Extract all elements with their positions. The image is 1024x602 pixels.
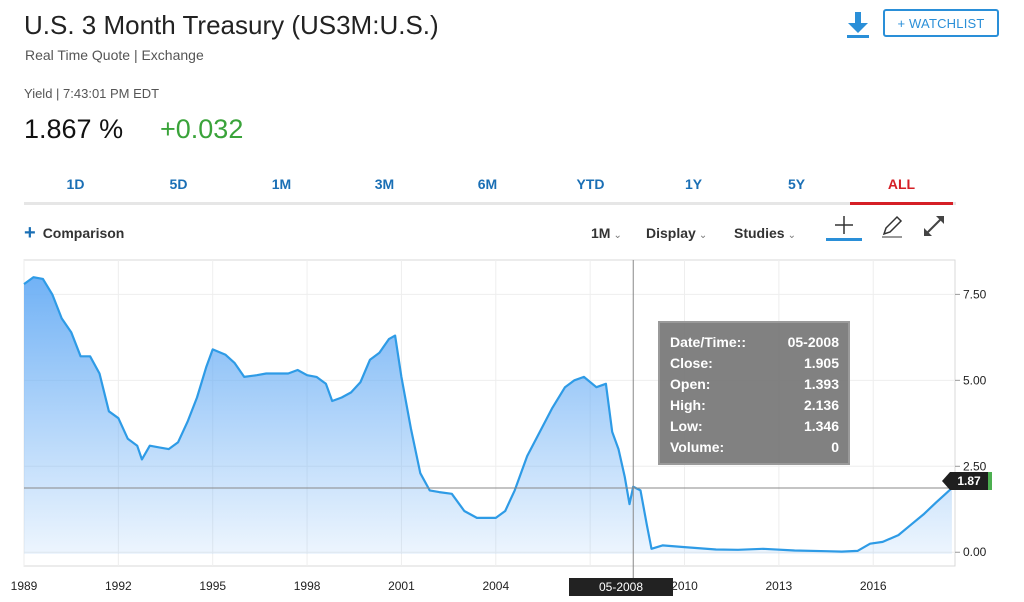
comparison-button[interactable]: + Comparison (24, 222, 125, 244)
interval-dropdown[interactable]: 1M ⌄ (591, 225, 622, 241)
quote-timestamp: Yield | 7:43:01 PM EDT (24, 86, 160, 101)
tab-6m[interactable]: 6M (477, 176, 498, 192)
crosshair-tool-button[interactable] (824, 212, 864, 247)
download-icon (847, 12, 869, 38)
add-to-watchlist-button[interactable]: + WATCHLIST (883, 9, 999, 37)
tooltip-row-close: Close: 1.905 (670, 355, 839, 371)
tooltip-row-open: Open: 1.393 (670, 376, 839, 392)
x-tick-label: 2001 (388, 579, 415, 593)
display-dropdown[interactable]: Display ⌄ (646, 225, 707, 241)
data-tooltip: Date/Time:: 05-2008 Close: 1.905 Open: 1.39… (658, 321, 850, 465)
x-tick-label: 1992 (105, 579, 132, 593)
range-tabs: 1D 5D 1M 3M 6M YTD 1Y 5Y ALL (24, 172, 956, 205)
x-tick-label: 2013 (766, 579, 793, 593)
tooltip-row-volume: Volume: 0 (670, 439, 839, 455)
last-value-label: 1.87 (942, 472, 988, 490)
y-tick-label: 2.50 (963, 459, 987, 473)
quote-change: +0.032 (160, 114, 244, 144)
tab-1m[interactable]: 1M (271, 176, 292, 192)
tab-5y[interactable]: 5Y (787, 176, 806, 192)
pencil-icon (882, 215, 903, 238)
plus-icon: + (24, 222, 36, 244)
chart-svg[interactable]: 1989199219951998200120042007201020132016… (0, 256, 1024, 602)
tab-5d[interactable]: 5D (169, 176, 188, 192)
tab-all[interactable]: ALL (850, 172, 953, 205)
x-tick-label: 1995 (199, 579, 226, 593)
x-tick-label: 1989 (11, 579, 38, 593)
studies-label: Studies (734, 225, 785, 241)
interval-label: 1M (591, 225, 611, 241)
expand-icon (924, 216, 944, 236)
x-tick-label: 2010 (671, 579, 698, 593)
quote-price: 1.867 % (24, 114, 124, 144)
tab-1y[interactable]: 1Y (684, 176, 703, 192)
comparison-label: Comparison (42, 225, 125, 241)
price-chart[interactable]: 1989199219951998200120042007201020132016… (0, 256, 1024, 602)
tab-1d[interactable]: 1D (66, 176, 85, 192)
page-title: U.S. 3 Month Treasury (US3M:U.S.) (24, 10, 439, 40)
draw-tool-button[interactable] (878, 212, 906, 245)
studies-dropdown[interactable]: Studies ⌄ (734, 225, 796, 241)
crosshair-icon (826, 216, 862, 241)
y-tick-label: 0.00 (963, 545, 987, 559)
tab-ytd[interactable]: YTD (576, 176, 605, 192)
tab-3m[interactable]: 3M (374, 176, 395, 192)
last-value-tail (986, 472, 992, 490)
series-line (23, 276, 953, 553)
quote-source: Real Time Quote | Exchange (25, 47, 204, 63)
tooltip-row-low: Low: 1.346 (670, 418, 839, 434)
x-tick-label: 2004 (482, 579, 509, 593)
chevron-down-icon: ⌄ (613, 230, 622, 241)
y-tick-label: 7.50 (963, 287, 987, 301)
tooltip-row-high: High: 2.136 (670, 397, 839, 413)
display-label: Display (646, 225, 696, 241)
chevron-down-icon: ⌄ (698, 230, 708, 241)
tooltip-row-date: Date/Time:: 05-2008 (670, 334, 839, 350)
x-tick-label: 2016 (860, 579, 887, 593)
series-area (24, 277, 952, 554)
x-tick-label: 1998 (294, 579, 321, 593)
chevron-down-icon: ⌄ (787, 230, 796, 241)
y-tick-label: 5.00 (963, 373, 987, 387)
download-button[interactable] (845, 10, 871, 40)
crosshair-date-label: 05-2008 (569, 578, 673, 596)
fullscreen-button[interactable] (920, 212, 948, 245)
